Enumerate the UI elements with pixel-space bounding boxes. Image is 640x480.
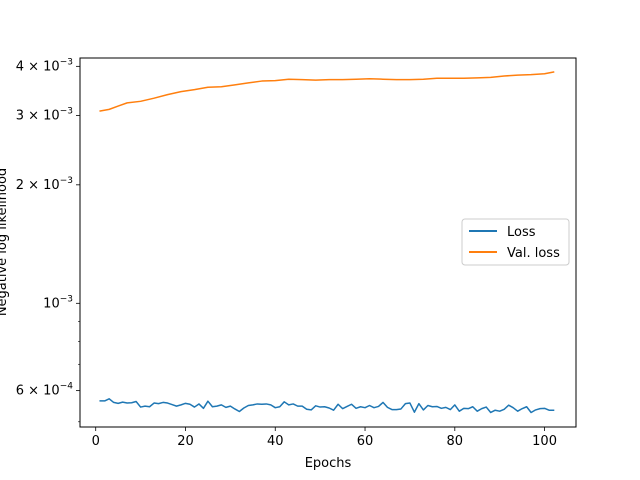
x-axis-label: Epochs [305,456,352,471]
x-tick-label: 100 [532,434,557,449]
series-line-val-loss [99,71,555,112]
x-tick-label: 60 [357,434,374,449]
y-tick-label: 3 × 10−3 [16,107,73,124]
legend-label-val-loss: Val. loss [507,246,560,261]
y-minor-ticks [78,321,80,423]
y-tick-label: 2 × 10−3 [16,176,73,193]
y-axis-label: Negative log likelihood [0,168,10,316]
axes-frame [79,57,577,428]
x-tick-label: 0 [92,434,100,449]
y-tick-label: 4 × 10−3 [16,57,73,74]
x-tick-label: 40 [267,434,284,449]
series-line-loss [99,398,555,414]
x-axis: 0 20 40 60 80 100 [92,427,557,449]
x-tick-label: 20 [177,434,194,449]
plot-lines [99,71,555,414]
legend: Loss Val. loss [461,218,570,266]
x-tick-label: 80 [447,434,464,449]
legend-label-loss: Loss [507,225,536,240]
y-tick-label: 6 × 10−4 [16,382,74,399]
